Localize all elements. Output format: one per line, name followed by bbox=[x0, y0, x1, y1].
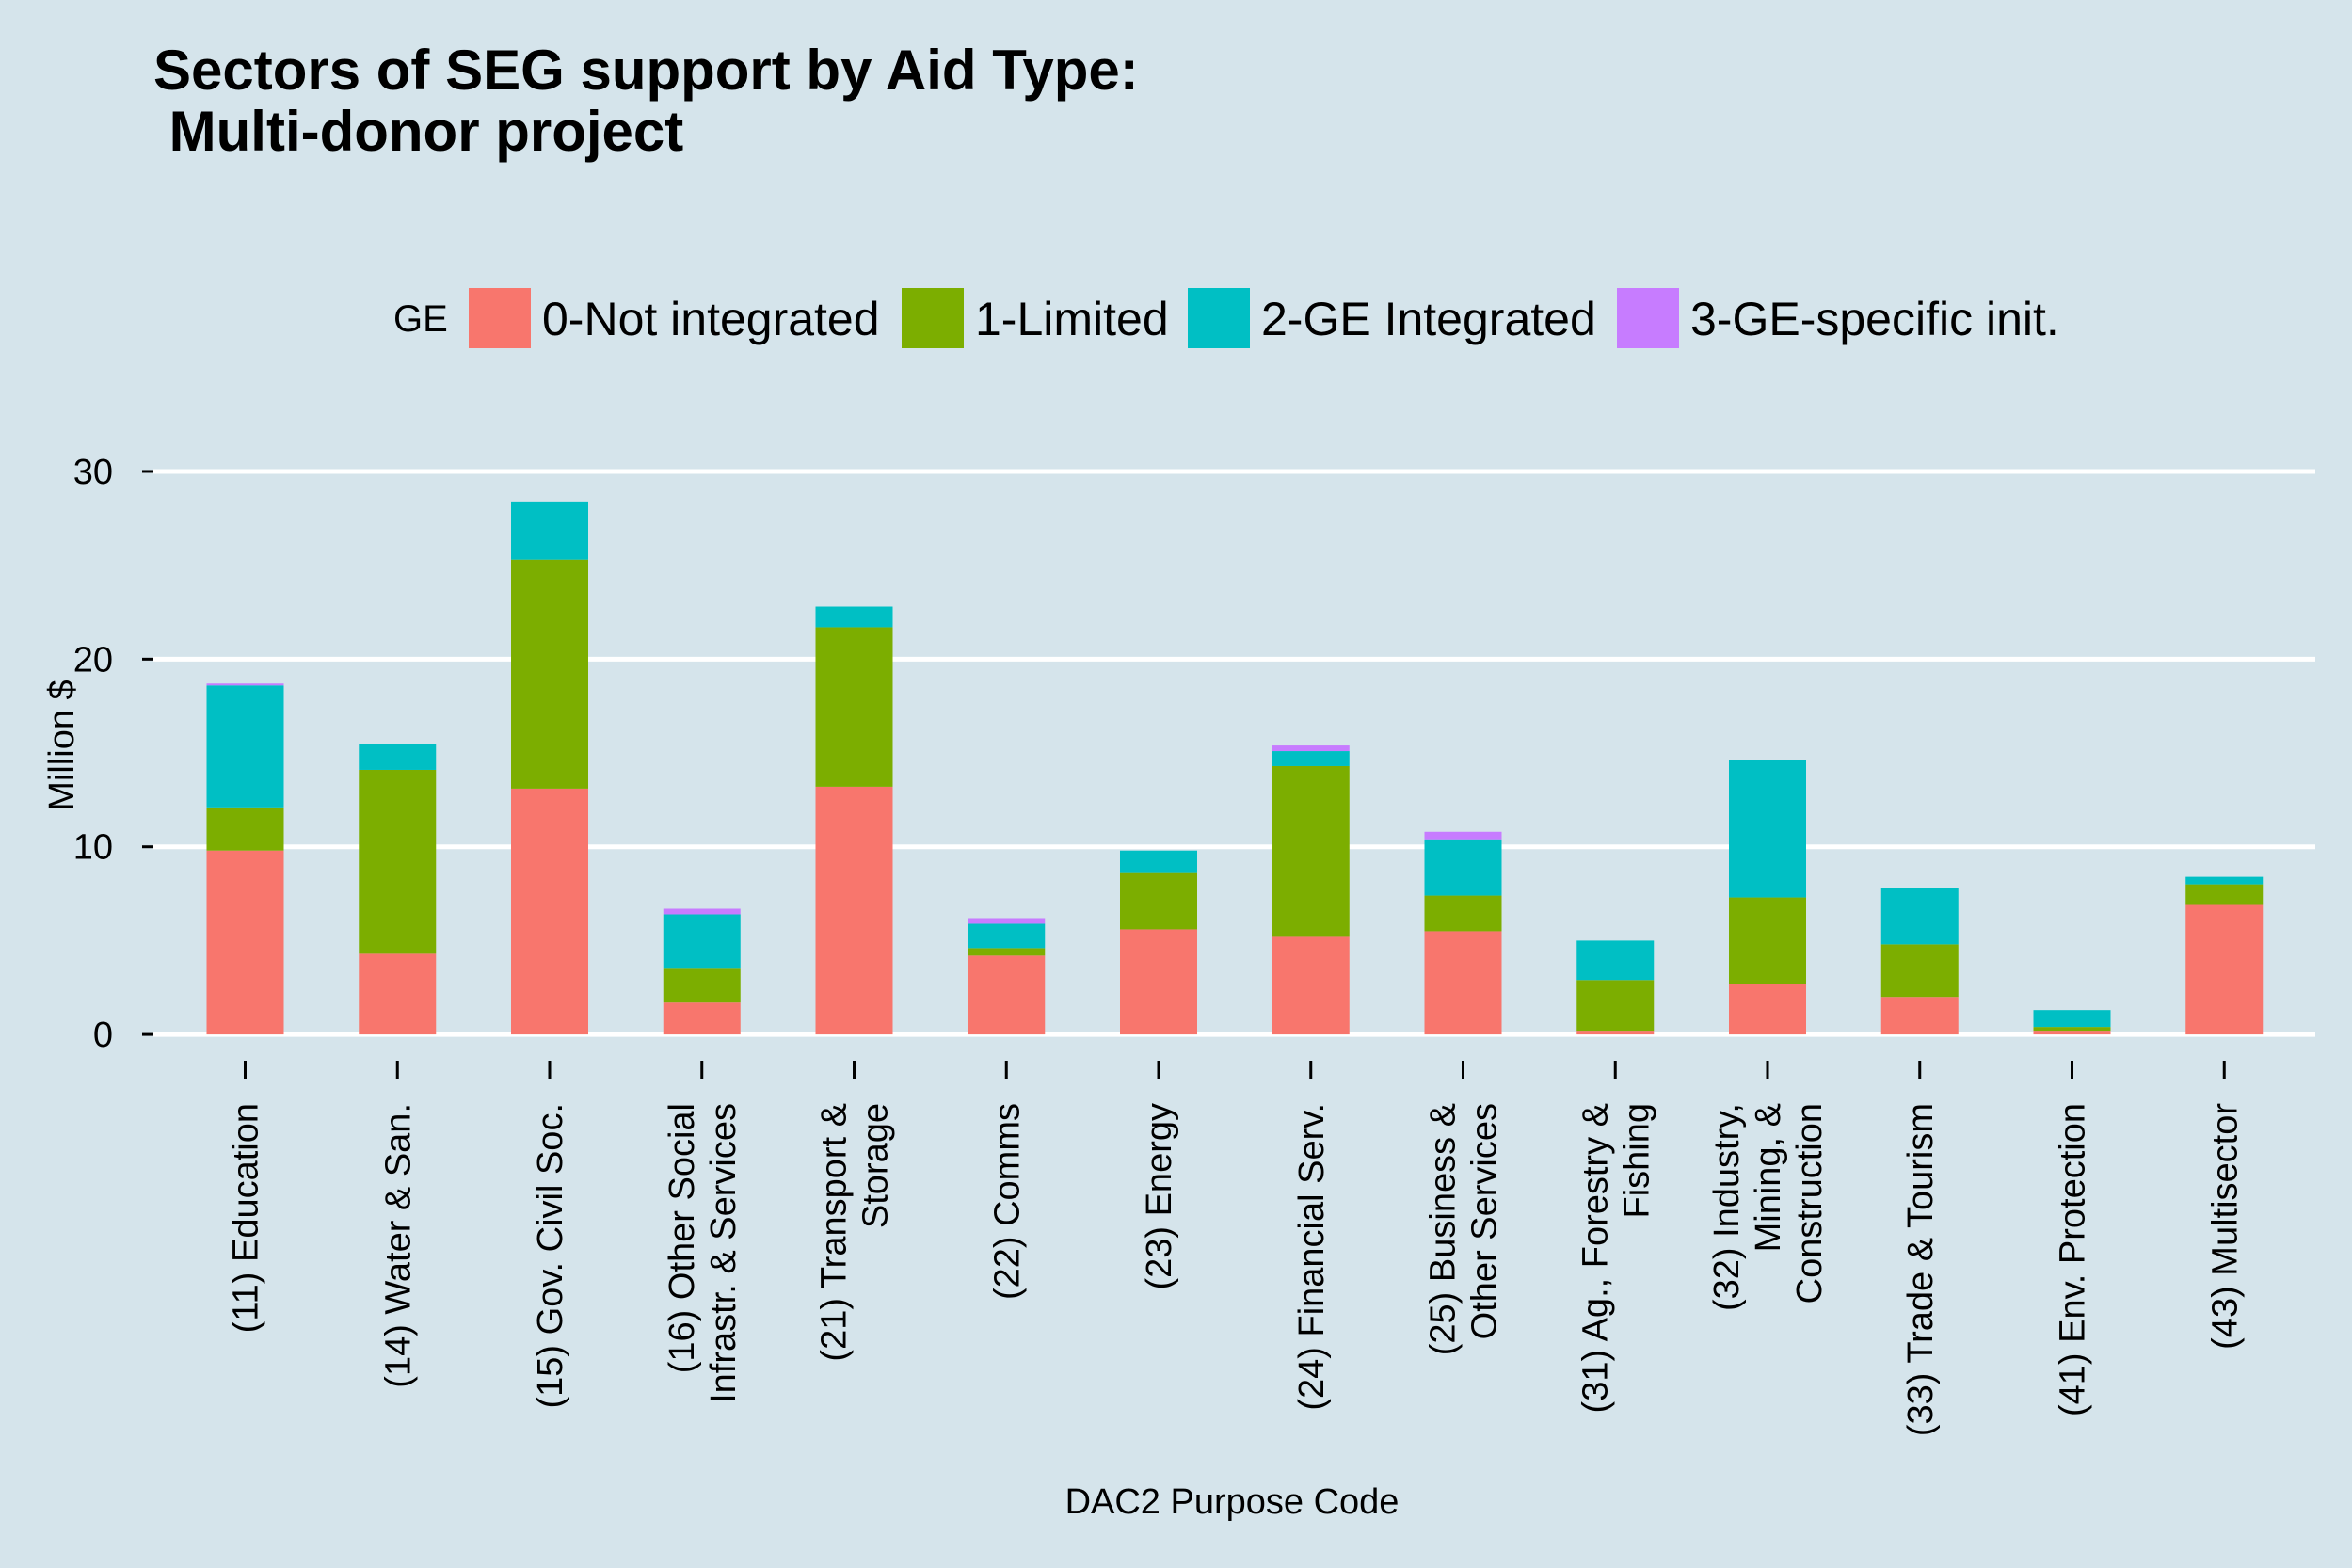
bar-5-1-limited bbox=[815, 627, 893, 787]
legend-key-3-ge-specific-init bbox=[1617, 288, 1679, 348]
bar-13-1-limited bbox=[2033, 1027, 2111, 1032]
bar-1-0-not-integrated bbox=[206, 850, 284, 1035]
x-tick-label-10: (31) Ag., Forestry &Fishing bbox=[1576, 1103, 1656, 1413]
x-tick-label-1: (11) Education bbox=[227, 1103, 266, 1333]
bar-6-0-not-integrated bbox=[968, 955, 1046, 1035]
x-tick-label-12: (33) Trade & Tourism bbox=[1901, 1103, 1941, 1436]
bar-1-1-limited bbox=[206, 807, 284, 851]
x-axis-title: DAC2 Purpose Code bbox=[1065, 1482, 1400, 1522]
y-tick-label-10: 10 bbox=[73, 828, 113, 868]
x-tick-label-3: (15) Gov. Civil Soc. bbox=[531, 1103, 570, 1408]
x-tick-label-9: (25) Business &Other Services bbox=[1424, 1103, 1505, 1355]
bar-12-2-ge-integrated bbox=[1880, 888, 1959, 945]
x-tick-label-11: (32) Industry,Mining, &Construction bbox=[1707, 1103, 1830, 1311]
legend-label-3-ge-specific-init: 3-GE-specific init. bbox=[1690, 293, 2059, 345]
legend-label-0-not-integrated: 0-Not integrated bbox=[542, 293, 880, 345]
x-tick-label-8: (24) Financial Serv. bbox=[1292, 1103, 1332, 1411]
bar-2-0-not-integrated bbox=[359, 953, 437, 1035]
chart-title-line-1: Sectors of SEG support by Aid Type: bbox=[153, 39, 1139, 102]
x-tick-label-14: (43) Multisector bbox=[2205, 1103, 2245, 1350]
legend: GE 0-Not integrated 1-Limited 2-GE Integrat… bbox=[393, 288, 2059, 348]
x-tick-label-5: (21) Transport &Storage bbox=[815, 1103, 896, 1362]
y-tick-label-0: 0 bbox=[93, 1016, 113, 1055]
bar-9-3-ge-specific-init bbox=[1424, 831, 1502, 840]
legend-key-2-ge-integrated bbox=[1188, 288, 1250, 348]
bar-11-1-limited bbox=[1729, 897, 1806, 984]
bar-7-2-ge-integrated bbox=[1120, 850, 1197, 873]
x-tick-label-7: (23) Energy bbox=[1140, 1103, 1179, 1290]
bar-3-2-ge-integrated bbox=[511, 501, 588, 560]
y-tick-label-30: 30 bbox=[73, 453, 113, 492]
bar-6-1-limited bbox=[968, 948, 1046, 956]
bar-6-3-ge-specific-init bbox=[968, 918, 1046, 924]
bar-4-0-not-integrated bbox=[663, 1002, 741, 1035]
bar-9-1-limited bbox=[1424, 895, 1502, 932]
chart-title-line-2: Multi-donor project bbox=[153, 100, 683, 163]
bar-3-1-limited bbox=[511, 559, 588, 789]
bar-12-0-not-integrated bbox=[1880, 997, 1959, 1035]
legend-key-0-not-integrated bbox=[469, 288, 531, 348]
bar-14-0-not-integrated bbox=[2185, 904, 2264, 1035]
bar-10-2-ge-integrated bbox=[1576, 940, 1655, 981]
bar-2-2-ge-integrated bbox=[359, 744, 437, 770]
x-tick-label-6: (22) Comms bbox=[987, 1103, 1027, 1300]
bar-3-0-not-integrated bbox=[511, 788, 588, 1035]
bar-4-2-ge-integrated bbox=[663, 914, 741, 969]
legend-label-1-limited: 1-Limited bbox=[975, 293, 1169, 345]
x-tick-label-2: (14) Water & San. bbox=[378, 1103, 418, 1388]
bar-7-0-not-integrated bbox=[1120, 929, 1197, 1035]
bar-1-3-ge-specific-init bbox=[206, 683, 284, 686]
bar-9-2-ge-integrated bbox=[1424, 839, 1502, 896]
bar-4-1-limited bbox=[663, 968, 741, 1003]
bar-5-2-ge-integrated bbox=[815, 606, 893, 628]
bar-13-2-ge-integrated bbox=[2033, 1010, 2111, 1028]
bar-5-0-not-integrated bbox=[815, 786, 893, 1035]
bar-6-2-ge-integrated bbox=[968, 923, 1046, 949]
bar-1-2-ge-integrated bbox=[206, 685, 284, 808]
bar-7-1-limited bbox=[1120, 872, 1197, 930]
bar-10-1-limited bbox=[1576, 980, 1655, 1032]
bar-8-1-limited bbox=[1272, 765, 1350, 937]
bar-13-0-not-integrated bbox=[2033, 1031, 2111, 1035]
bar-2-1-limited bbox=[359, 769, 437, 954]
legend-title: GE bbox=[393, 298, 448, 340]
bar-11-0-not-integrated bbox=[1729, 984, 1806, 1035]
bar-12-1-limited bbox=[1880, 944, 1959, 998]
y-axis-title: Million $ bbox=[42, 680, 82, 810]
bar-8-0-not-integrated bbox=[1272, 936, 1350, 1035]
plot-area: 0 10 20 30 (11) Education (14) Water & San. (1… bbox=[73, 453, 2315, 1436]
y-tick-label-20: 20 bbox=[73, 640, 113, 680]
x-tick-label-4: (16) Other SocialInfrastr. & Services bbox=[663, 1103, 744, 1403]
bar-8-2-ge-integrated bbox=[1272, 751, 1350, 766]
legend-key-1-limited bbox=[902, 288, 964, 348]
bar-4-3-ge-specific-init bbox=[663, 908, 741, 915]
legend-label-2-ge-integrated: 2-GE Integrated bbox=[1261, 293, 1596, 345]
bar-10-0-not-integrated bbox=[1576, 1031, 1655, 1035]
bar-14-2-ge-integrated bbox=[2185, 876, 2264, 885]
bar-14-1-limited bbox=[2185, 884, 2264, 905]
x-tick-label-13: (41) Env. Protection bbox=[2054, 1103, 2093, 1416]
bar-8-3-ge-specific-init bbox=[1272, 745, 1350, 752]
bar-9-0-not-integrated bbox=[1424, 931, 1502, 1035]
bar-11-2-ge-integrated bbox=[1729, 760, 1806, 898]
